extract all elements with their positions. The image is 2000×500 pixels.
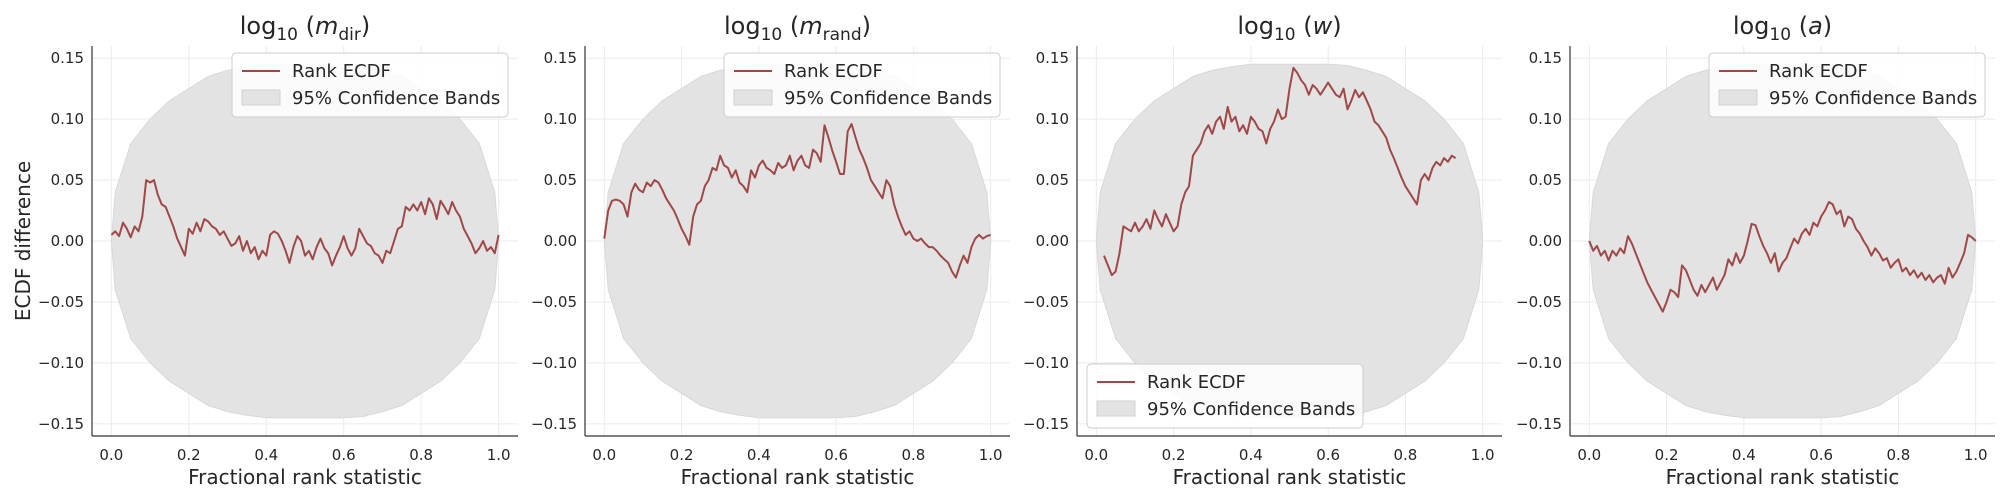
x-tick-label: 0.8 [1886, 446, 1910, 464]
y-tick-label: −0.15 [38, 415, 84, 433]
x-tick-label: 0.6 [1809, 446, 1833, 464]
chart-title: log10 (w) [1237, 12, 1341, 45]
y-axis-label: ECDF difference [11, 161, 35, 321]
rank-ecdf-line [603, 123, 991, 279]
x-axis-label: Fractional rank statistic [188, 465, 422, 489]
x-tick-label: 0.4 [747, 446, 771, 464]
x-tick-label: 1.0 [487, 446, 511, 464]
y-tick-label: 0.10 [544, 110, 577, 128]
x-tick-label: 0.8 [1393, 446, 1417, 464]
x-tick-label: 0.2 [1655, 446, 1679, 464]
rank-ecdf-line [1103, 66, 1457, 277]
y-tick-label: −0.15 [1023, 415, 1069, 433]
y-tick-label: −0.15 [1516, 415, 1562, 433]
legend: Rank ECDF 95% Confidence Bands [1708, 52, 1986, 118]
chart-title: log10 (mrand) [724, 12, 871, 45]
y-tick-label: 0.10 [51, 110, 84, 128]
rank-ecdf-line [1588, 201, 1977, 313]
chart-title: log10 (mdir) [240, 12, 371, 45]
legend-label-confidence-bands: 95% Confidence Bands [1769, 88, 1977, 109]
y-tick-label: 0.15 [1036, 49, 1069, 67]
x-tick-label: 0.6 [824, 446, 848, 464]
legend-label-rank-ecdf: Rank ECDF [784, 61, 883, 82]
legend-box [723, 52, 1001, 118]
y-tick-label: 0.15 [544, 49, 577, 67]
legend-label-confidence-bands: 95% Confidence Bands [1147, 399, 1355, 420]
y-tick-label: −0.10 [1516, 354, 1562, 372]
legend-label-rank-ecdf: Rank ECDF [1147, 372, 1246, 393]
legend-box [231, 52, 509, 118]
chart-panel-4: 0.0 0.2 0.4 0.6 0.8 1.0 0.15 0.10 0.05 0.00 −0.05 −… [1516, 12, 1995, 489]
x-tick-label: 0.4 [1239, 446, 1263, 464]
legend-band-swatch [1718, 89, 1758, 106]
y-tick-label: 0.15 [51, 49, 84, 67]
y-tick-label: 0.05 [1529, 171, 1562, 189]
legend-band-swatch [241, 89, 281, 106]
chart-panel-1: 0.0 0.2 0.4 0.6 0.8 1.0 0.15 0.10 0.05 0.00 −0.05 −… [11, 12, 518, 489]
legend-band-swatch [1096, 400, 1136, 417]
y-tick-label: 0.00 [51, 232, 84, 250]
x-tick-label: 0.0 [592, 446, 616, 464]
x-tick-label: 0.4 [1732, 446, 1756, 464]
legend-label-rank-ecdf: Rank ECDF [292, 61, 391, 82]
x-tick-label: 0.6 [332, 446, 356, 464]
y-tick-label: 0.05 [544, 171, 577, 189]
y-tick-label: −0.10 [38, 354, 84, 372]
y-tick-label: −0.05 [38, 293, 84, 311]
legend-label-confidence-bands: 95% Confidence Bands [784, 88, 992, 109]
legend-label-confidence-bands: 95% Confidence Bands [292, 88, 500, 109]
legend: Rank ECDF 95% Confidence Bands [231, 52, 509, 118]
x-tick-label: 1.0 [979, 446, 1003, 464]
legend-label-rank-ecdf: Rank ECDF [1769, 61, 1868, 82]
chart-panel-2: 0.0 0.2 0.4 0.6 0.8 1.0 0.15 0.10 0.05 0.00 −0.05 −… [531, 12, 1010, 489]
x-tick-label: 0.2 [670, 446, 694, 464]
x-axis-label: Fractional rank statistic [1173, 465, 1407, 489]
x-tick-label: 0.0 [1084, 446, 1108, 464]
y-tick-label: 0.00 [1036, 232, 1069, 250]
chart-title: log10 (a) [1733, 12, 1832, 45]
y-tick-label: 0.10 [1529, 110, 1562, 128]
rank-ecdf-line [110, 179, 500, 267]
confidence-band [110, 63, 500, 419]
legend-box [1086, 363, 1364, 429]
y-tick-label: 0.05 [1036, 171, 1069, 189]
chart-panel-3: 0.0 0.2 0.4 0.6 0.8 1.0 0.15 0.10 0.05 0.00 −0.05 −… [1023, 12, 1502, 489]
legend-band-swatch [733, 89, 773, 106]
x-tick-label: 1.0 [1964, 446, 1988, 464]
x-axis-label: Fractional rank statistic [681, 465, 915, 489]
legend: Rank ECDF 95% Confidence Bands [723, 52, 1001, 118]
legend: Rank ECDF 95% Confidence Bands [1086, 363, 1364, 429]
y-tick-label: −0.10 [531, 354, 577, 372]
confidence-band [603, 63, 992, 419]
x-tick-label: 0.2 [1162, 446, 1186, 464]
x-tick-label: 0.0 [99, 446, 123, 464]
x-tick-label: 0.2 [177, 446, 201, 464]
x-tick-label: 0.8 [409, 446, 433, 464]
y-tick-label: −0.05 [531, 293, 577, 311]
y-tick-label: 0.10 [1036, 110, 1069, 128]
y-tick-label: 0.15 [1529, 49, 1562, 67]
y-tick-label: 0.05 [51, 171, 84, 189]
legend-box [1708, 52, 1986, 118]
y-tick-label: 0.00 [544, 232, 577, 250]
y-tick-label: 0.00 [1529, 232, 1562, 250]
x-tick-label: 0.4 [254, 446, 278, 464]
x-tick-label: 0.8 [901, 446, 925, 464]
y-tick-label: −0.10 [1023, 354, 1069, 372]
y-tick-label: −0.15 [531, 415, 577, 433]
x-tick-label: 1.0 [1471, 446, 1495, 464]
x-tick-label: 0.0 [1577, 446, 1601, 464]
x-axis-label: Fractional rank statistic [1666, 465, 1900, 489]
y-tick-label: −0.05 [1516, 293, 1562, 311]
y-tick-label: −0.05 [1023, 293, 1069, 311]
x-tick-label: 0.6 [1316, 446, 1340, 464]
